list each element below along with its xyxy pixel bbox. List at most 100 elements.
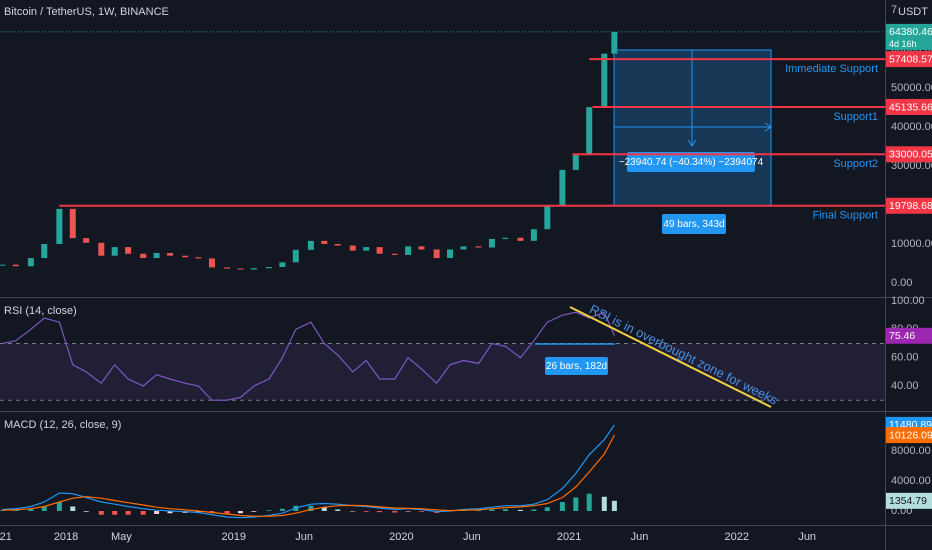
histogram-bar <box>224 510 230 514</box>
x-tick-label: Jun <box>295 531 313 543</box>
x-tick-label: Jun <box>463 531 481 543</box>
histogram-bar <box>28 508 34 511</box>
price-tag <box>886 23 932 40</box>
y-tick-label: 7 <box>891 4 897 16</box>
support-name: Support1 <box>833 111 878 123</box>
price-tag-label: 19798.68 <box>889 200 932 212</box>
x-tick-label: 2022 <box>725 531 749 543</box>
y-tick-label: 40000.00 <box>891 121 932 133</box>
candle <box>475 246 482 248</box>
histogram-bar <box>41 506 47 511</box>
rsi-line <box>2 311 615 401</box>
price-tag-label: 4d 16h <box>889 39 917 49</box>
candle <box>559 169 566 207</box>
measure-label-box <box>627 152 755 172</box>
histogram-bar <box>140 510 146 515</box>
measure-tool: −23940.74 (−40.34%) −2394074 49 bars, 34… <box>613 49 772 234</box>
y-tick-label: 10000.00 <box>891 238 932 250</box>
y-tick-label: 60.00 <box>891 352 919 364</box>
candle <box>418 246 425 250</box>
candle <box>56 208 63 244</box>
y-tick-label: 8000.00 <box>891 445 931 457</box>
price-tag <box>886 37 932 50</box>
y-tick-label: 40.00 <box>891 380 919 392</box>
candle <box>363 247 370 251</box>
candle <box>405 246 412 255</box>
histogram-bar <box>237 510 243 514</box>
candle <box>321 240 328 244</box>
candle <box>502 237 509 239</box>
candle <box>572 153 579 170</box>
x-tick-label: 2020 <box>389 531 413 543</box>
histogram-bar <box>83 510 89 512</box>
histogram-bar <box>350 510 356 512</box>
measure-range: 49 bars, 343d <box>663 219 724 230</box>
candle <box>182 255 189 258</box>
y-tick-label: 0.00 <box>891 277 912 289</box>
candle <box>530 229 537 241</box>
x-tick-label: 2018 <box>54 531 78 543</box>
candle <box>0 264 6 266</box>
x-tick-label: 21 <box>0 531 12 543</box>
candle <box>27 258 34 267</box>
price-tag <box>886 197 932 214</box>
price-tag-label: 45135.66 <box>889 101 932 113</box>
candle <box>433 249 440 259</box>
price-tag-label: 57408.57 <box>889 53 932 65</box>
macd-title: MACD (12, 26, close, 9) <box>4 419 121 431</box>
price-tag <box>886 492 932 509</box>
histogram-bar <box>125 510 131 515</box>
price-tag-label: 75.46 <box>889 330 915 342</box>
macd-line <box>2 434 615 517</box>
candle <box>349 245 356 251</box>
histogram-bar <box>573 497 579 511</box>
histogram-bar <box>586 493 592 511</box>
histogram-bar <box>56 501 62 511</box>
candle <box>125 247 132 254</box>
candle <box>517 237 524 241</box>
histogram-bar <box>112 510 118 515</box>
candle <box>447 249 454 259</box>
trend-line <box>569 306 772 408</box>
histogram-bar <box>405 510 411 512</box>
x-tick-label: Jun <box>631 531 649 543</box>
candle <box>83 238 90 243</box>
histogram-bar <box>419 510 425 512</box>
macd-line <box>2 424 615 519</box>
candle <box>41 243 48 259</box>
price-tag <box>886 51 932 68</box>
price-tag <box>886 98 932 115</box>
histogram-bar <box>559 501 565 511</box>
candle <box>279 262 286 268</box>
currency: USDT <box>898 6 928 18</box>
candle <box>167 252 174 256</box>
histogram-bar <box>279 508 285 511</box>
measure-range-box <box>662 214 726 234</box>
histogram-bar <box>392 510 398 513</box>
candle <box>307 240 314 250</box>
histogram-bar <box>251 510 257 512</box>
histogram-bar <box>167 510 173 514</box>
candle <box>69 208 76 239</box>
histogram-bar <box>196 510 202 513</box>
support-name: Final Support <box>813 210 878 222</box>
candle <box>292 249 299 263</box>
support-name: Immediate Support <box>785 63 878 75</box>
price-tag-label: 1354.79 <box>889 495 927 507</box>
measure-arrowhead <box>764 122 772 132</box>
histogram-bar <box>544 507 550 511</box>
y-tick-label: 50000.00 <box>891 82 932 94</box>
candle <box>601 53 608 108</box>
candle <box>250 268 257 270</box>
candle <box>488 238 495 248</box>
x-tick-label: 2019 <box>221 531 245 543</box>
rsi-title: RSI (14, close) <box>4 305 77 317</box>
candle <box>208 258 215 268</box>
histogram-bar <box>98 510 104 515</box>
histogram-bar <box>489 509 495 511</box>
price-tag <box>886 146 932 163</box>
candle <box>12 264 19 267</box>
y-tick-label: 100.00 <box>891 295 925 307</box>
